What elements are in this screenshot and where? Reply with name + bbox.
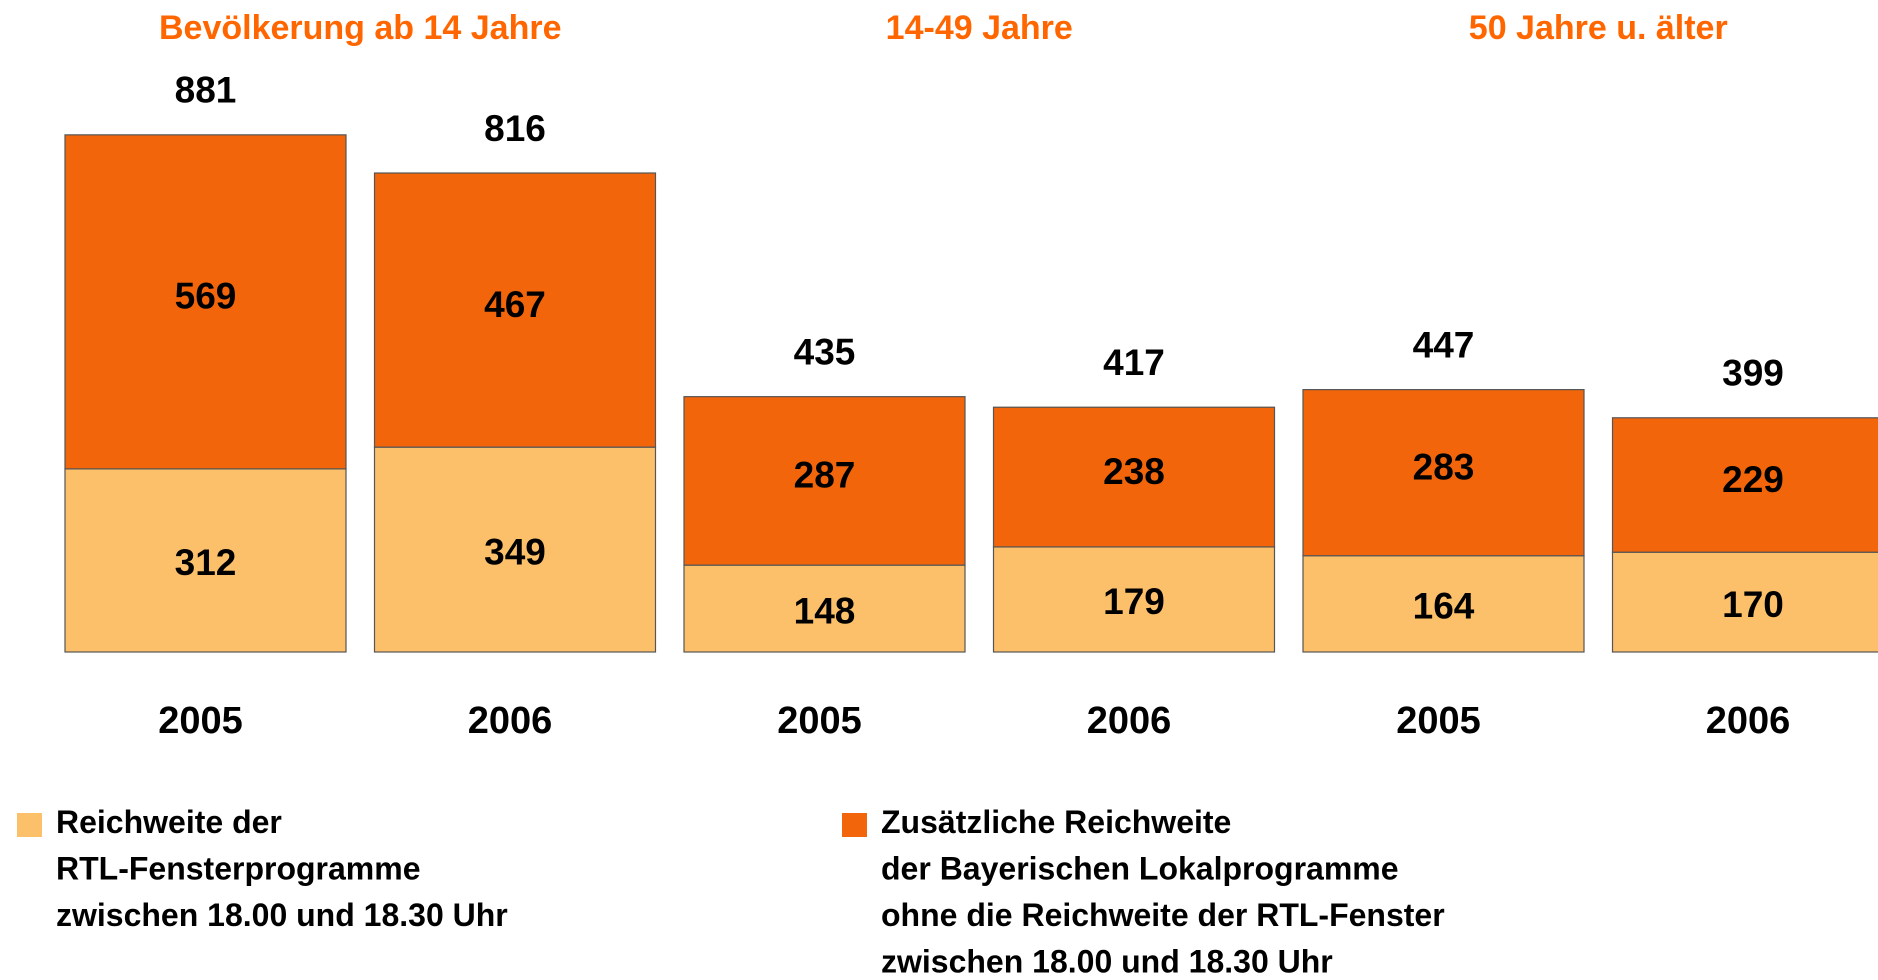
- bar-segment: [992, 546, 1276, 653]
- x-tick-label: 2005: [777, 700, 862, 742]
- value-label: 312: [175, 542, 237, 583]
- value-label: 179: [1103, 581, 1165, 622]
- group-title: 50 Jahre u. älter: [1469, 9, 1728, 47]
- x-tick-label: 2005: [1396, 700, 1481, 742]
- legend-swatch: [17, 813, 42, 837]
- x-tick-label: 2005: [158, 700, 243, 742]
- x-tick-label: 2006: [1706, 700, 1791, 742]
- legend-label: Reichweite der RTL-Fensterprogramme zwisch…: [56, 804, 508, 933]
- x-tick-label: 2006: [1087, 700, 1172, 742]
- bar-segment: [992, 406, 1276, 548]
- total-label: 399: [1722, 353, 1784, 394]
- total-label: 435: [794, 331, 856, 372]
- value-label: 148: [794, 590, 856, 631]
- bar-segment: [1302, 555, 1585, 653]
- total-label: 816: [484, 108, 546, 149]
- total-label: 881: [175, 70, 237, 111]
- total-label: 447: [1413, 324, 1475, 365]
- group-title: 14-49 Jahre: [886, 9, 1073, 47]
- bar-segment: [64, 134, 347, 470]
- bar-segment: [1302, 389, 1585, 557]
- value-label: 569: [175, 276, 237, 317]
- value-label: 164: [1413, 586, 1475, 627]
- value-label: 467: [484, 284, 546, 325]
- group-title: Bevölkerung ab 14 Jahre: [159, 9, 562, 47]
- value-label: 349: [484, 531, 546, 572]
- value-label: 170: [1722, 584, 1784, 625]
- bar-segment: [373, 172, 657, 448]
- value-label: 287: [794, 455, 856, 496]
- bar-segment: [1611, 417, 1878, 553]
- value-label: 229: [1722, 459, 1784, 500]
- value-label: 283: [1413, 446, 1475, 487]
- legend-swatch: [842, 813, 867, 837]
- value-label: 238: [1103, 451, 1165, 492]
- legend-label: Zusätzliche Reichweite der Bayerischen Lo…: [881, 804, 1445, 980]
- bar-segment: [64, 468, 347, 653]
- bar-segment: [683, 564, 966, 653]
- bar-segment: [683, 396, 966, 566]
- x-tick-label: 2006: [468, 700, 553, 742]
- total-label: 417: [1103, 342, 1165, 383]
